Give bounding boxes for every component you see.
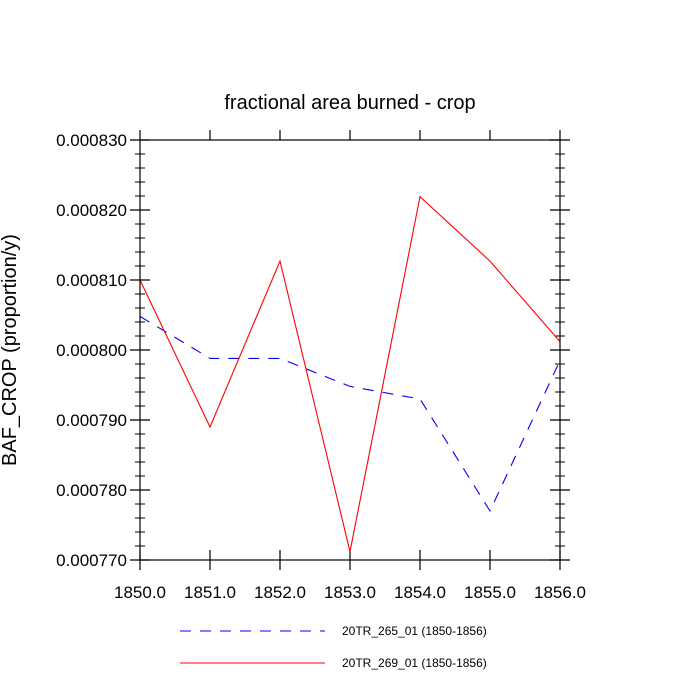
- x-tick-label: 1850.0: [114, 583, 166, 602]
- x-tick-label: 1851.0: [184, 583, 236, 602]
- chart-title: fractional area burned - crop: [224, 92, 475, 114]
- y-tick-label: 0.000830: [56, 131, 127, 150]
- y-tick-label: 0.000820: [56, 201, 127, 220]
- y-axis-label: BAF_CROP (proportion/y): [0, 234, 21, 466]
- x-tick-labels: 1850.0 1851.0 1852.0 1853.0 1854.0 1855.0 1856…: [114, 583, 586, 602]
- series-layer: [139, 195, 561, 552]
- y-tick-label: 0.000790: [56, 411, 127, 430]
- legend-label-2: 20TR_269_01 (1850-1856): [342, 656, 487, 670]
- plot-frame: [139, 139, 561, 561]
- x-tick-label: 1853.0: [324, 583, 376, 602]
- y-tick-label: 0.000800: [56, 341, 127, 360]
- x-tick-label: 1856.0: [534, 583, 586, 602]
- x-tick-label: 1855.0: [464, 583, 516, 602]
- y-tick-label: 0.000810: [56, 271, 127, 290]
- legend-label-1: 20TR_265_01 (1850-1856): [342, 624, 487, 638]
- series-line-1: [139, 315, 561, 513]
- x-tick-label: 1852.0: [254, 583, 306, 602]
- x-tick-label: 1854.0: [394, 583, 446, 602]
- series-line-2: [139, 195, 561, 552]
- legend: 20TR_265_01 (1850-1856) 20TR_269_01 (1850…: [180, 624, 487, 670]
- y-tick-labels: 0.000770 0.000780 0.000790 0.000800 0.000810…: [56, 131, 127, 570]
- y-tick-label: 0.000770: [56, 551, 127, 570]
- y-tick-label: 0.000780: [56, 481, 127, 500]
